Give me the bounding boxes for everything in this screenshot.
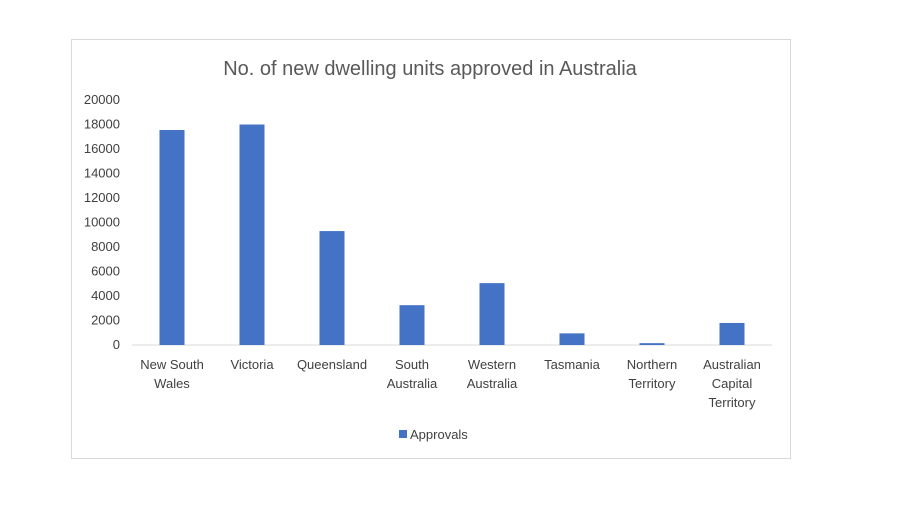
y-tick-label: 2000 [91,313,120,328]
bars [159,124,745,345]
y-tick-label: 14000 [84,166,120,181]
x-tick-label: Tasmania [544,357,600,372]
bar [559,333,585,345]
bar [719,322,745,345]
bar [479,283,505,345]
x-tick-label: Northern Territory [627,357,678,391]
y-tick-label: 10000 [84,215,120,230]
bar [239,124,265,345]
y-tick-label: 8000 [91,239,120,254]
x-tick-label: Victoria [230,357,274,372]
bar [319,231,345,345]
y-tick-label: 18000 [84,117,120,132]
y-tick-label: 16000 [84,141,120,156]
y-tick-label: 4000 [91,288,120,303]
bar [399,305,425,345]
legend: Approvals [399,427,468,442]
y-tick-label: 6000 [91,264,120,279]
y-tick-label: 0 [113,337,120,352]
legend-label: Approvals [410,427,468,442]
y-axis: 0 2000 4000 6000 8000 10000 12000 14000 16000 180… [84,92,120,352]
x-tick-label: New South Wales [140,357,204,391]
x-tick-label: Australian Capital Territory [703,357,761,410]
chart-title: No. of new dwelling units approved in Au… [223,58,637,80]
bar [159,130,185,345]
legend-swatch [399,430,407,438]
x-tick-label: South Australia [387,357,438,391]
x-tick-label: Queensland [297,357,367,372]
x-axis: New South Wales Victoria Queensland South Aus… [140,357,761,410]
y-tick-label: 20000 [84,92,120,107]
y-tick-label: 12000 [84,190,120,205]
x-tick-label: Western Australia [467,357,518,391]
bar [639,343,665,345]
chart-area: No. of new dwelling units approved in Au… [71,39,791,459]
